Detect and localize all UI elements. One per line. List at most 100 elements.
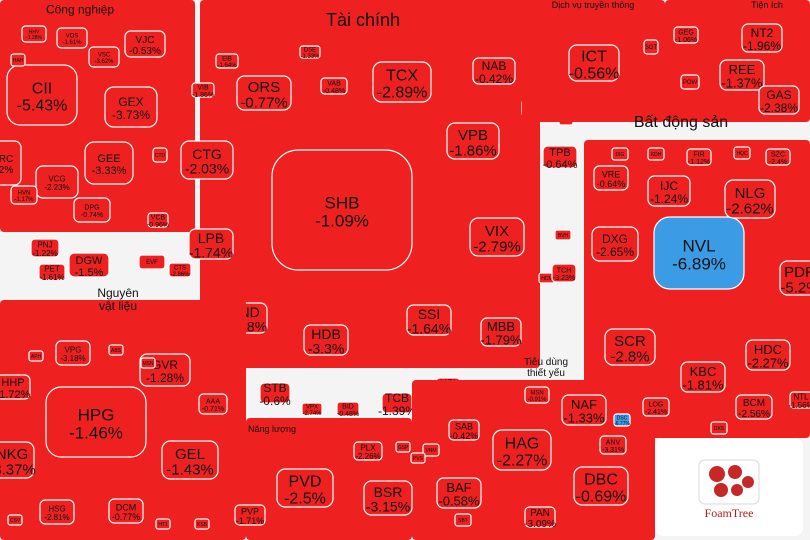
tile-nab[interactable]: NAB-0.42% — [472, 57, 516, 86]
tile-nvl[interactable]: NVL-6.89% — [653, 216, 745, 290]
tile-ors[interactable]: ORS-0.77% — [236, 75, 292, 112]
tile-pnj[interactable]: PNJ-1.22% — [30, 238, 60, 258]
tile-vcg[interactable]: VCG-2.23% — [35, 165, 79, 199]
tile-tpb[interactable]: TPB-0.64% — [542, 145, 578, 171]
tile-vib[interactable]: VIB-1.86% — [191, 82, 215, 99]
tile-vre[interactable]: VRE-0.64% — [593, 165, 629, 191]
tile-nt2[interactable]: NT2-1.96% — [741, 23, 783, 53]
tile-dse[interactable]: DSE-1.33% — [299, 45, 321, 60]
tile-sbt[interactable]: SBT — [454, 513, 472, 527]
tile-dcm[interactable]: DCM-0.77% — [108, 498, 144, 524]
tile-pvp[interactable]: PVP-1.71% — [234, 504, 266, 526]
tile-ht1[interactable]: HT1 — [155, 518, 171, 530]
tile-ijc[interactable]: IJC-1.24% — [647, 175, 691, 207]
tile-hah[interactable]: HAH — [10, 53, 26, 67]
tile-baf[interactable]: BAF-0.58% — [436, 477, 482, 509]
tile-dgw[interactable]: DGW-1.5% — [68, 252, 110, 279]
tile-anv[interactable]: ANV-3.31% — [599, 435, 627, 455]
tile-ntl[interactable]: NTL-1.56% — [788, 391, 810, 410]
tile-hhv[interactable]: HHV-1.28% — [21, 25, 47, 43]
tile-bvh[interactable]: BVH — [554, 229, 572, 241]
tile-ssi[interactable]: SSI-1.64% — [406, 304, 452, 337]
tile-hqc[interactable]: HQC — [733, 146, 751, 160]
tile-shape — [303, 324, 349, 356]
tile-vsc[interactable]: VSC-3.62% — [88, 46, 120, 68]
tile-aaa[interactable]: AAA-0.71% — [198, 393, 228, 415]
tile-dxg[interactable]: DXG-2.65% — [591, 226, 639, 262]
tile-dig[interactable]: DIG — [611, 147, 629, 161]
tile-vpx[interactable]: VPX-2.74% — [301, 402, 323, 417]
tile-ctg[interactable]: CTG-2.03% — [180, 140, 234, 180]
tile-ict[interactable]: ICT-0.56% — [568, 44, 620, 83]
tile-gel[interactable]: GEL-1.43% — [161, 440, 219, 480]
tile-abs[interactable]: ABS — [108, 344, 124, 356]
tile-vpb[interactable]: VPB-1.86% — [446, 122, 500, 160]
tile-gee[interactable]: GEE-3.33% — [84, 141, 134, 185]
tile-pan[interactable]: PAN-3.09% — [524, 506, 556, 530]
tile-vcb[interactable]: VCB-0.96% — [147, 212, 169, 229]
tile-vpg[interactable]: VPG-3.18% — [55, 340, 91, 366]
tile-dsc[interactable]: DSC-6.77% — [613, 413, 631, 427]
tile-vab[interactable]: VAB-0.48% — [320, 77, 348, 95]
tile-lpb[interactable]: LPB-1.74% — [188, 228, 234, 261]
tile-csv[interactable]: CSV — [7, 514, 23, 526]
tile-vjc[interactable]: VJC-0.53% — [124, 30, 166, 58]
tile-eib[interactable]: EIB-1.64% — [215, 53, 239, 69]
tile-tch[interactable]: TCH-3.23% — [551, 263, 577, 283]
tile-plx[interactable]: PLX-2.26% — [353, 441, 383, 461]
tile-bsr[interactable]: BSR-3.15% — [363, 480, 413, 516]
tile-hsg[interactable]: HSG-2.81% — [39, 499, 75, 525]
tile-scr[interactable]: SCR-2.8% — [604, 328, 656, 366]
tile-pdr[interactable]: PDR-5.2% — [779, 260, 810, 297]
tile-hdc[interactable]: HDC-2.27% — [745, 339, 791, 371]
tile-hdb[interactable]: HDB-3.3% — [303, 324, 349, 357]
tile-shape — [363, 480, 413, 516]
tile-pow[interactable]: POW — [680, 74, 700, 90]
tile-log[interactable]: LOG-2.41% — [642, 397, 670, 417]
tile-ksb[interactable]: KSB — [194, 518, 210, 530]
tile-ree[interactable]: REE-1.37% — [719, 59, 765, 91]
tile-vos[interactable]: VOS-1.61% — [56, 27, 88, 49]
tile-hag[interactable]: HAG-2.27% — [492, 429, 552, 471]
tile-gsp[interactable]: GSP — [395, 441, 411, 453]
tile-dxs[interactable]: DXS — [710, 421, 728, 435]
tile-nkg[interactable]: NKG-3.37% — [0, 441, 36, 479]
tile-kdh[interactable]: KDH — [647, 147, 665, 161]
tile-msn[interactable]: MSN — [140, 357, 156, 369]
tile-hpg[interactable]: HPG-1.46% — [45, 386, 147, 458]
tile-cii[interactable]: CII-5.43% — [6, 64, 78, 126]
tile-pvs[interactable]: PVS — [410, 452, 426, 464]
tile-dpg[interactable]: DPG-0.74% — [73, 197, 111, 223]
tile-vnm[interactable]: VNM — [422, 443, 440, 457]
tile-pvd[interactable]: PVD-2.5% — [276, 468, 334, 508]
tile-dbc[interactable]: DBC-0.69% — [573, 466, 629, 506]
tile-gas[interactable]: GAS-2.38% — [758, 85, 800, 115]
tile-kbc[interactable]: KBC-1.81% — [680, 361, 726, 393]
tile-mbb[interactable]: MBB-1.79% — [480, 317, 522, 348]
tile-nlg[interactable]: NLG-2.62% — [724, 179, 776, 219]
tile-ctd[interactable]: CTD — [152, 147, 168, 163]
tile-aph[interactable]: APH — [28, 350, 44, 362]
tile-change: -2.4% — [769, 159, 787, 166]
tile-shb[interactable]: SHB-1.09% — [271, 149, 413, 271]
tile-msn[interactable]: MSN-0.91% — [524, 386, 550, 404]
tile-tcb[interactable]: TCB-1.39% — [378, 391, 416, 418]
tile-pet[interactable]: PET-1.61% — [38, 263, 66, 282]
tile-sab[interactable]: SAB-0.42% — [448, 419, 480, 441]
tile-evf[interactable]: EVF — [138, 254, 166, 270]
tile-sgt[interactable]: SGT — [643, 39, 659, 55]
tile-rc[interactable]: RC2% — [0, 140, 22, 186]
tile-fir[interactable]: FIR-1.12% — [686, 148, 712, 166]
tile-naf[interactable]: NAF-1.33% — [561, 394, 607, 426]
tile-hvn[interactable]: HVN-1.17% — [10, 185, 38, 205]
tile-stb[interactable]: STB-0.6% — [259, 381, 291, 408]
tile-gex[interactable]: GEX-3.73% — [104, 86, 158, 128]
tile-bcm[interactable]: BCM-2.56% — [735, 394, 773, 420]
tile-bid[interactable]: BID-0.48% — [336, 401, 360, 418]
tile-hhp[interactable]: HHP-1.72% — [0, 374, 31, 401]
tile-tcx[interactable]: TCX-2.89% — [372, 61, 432, 103]
tile-szc[interactable]: SZC-2.4% — [765, 148, 791, 166]
tile-vix[interactable]: VIX-2.79% — [469, 217, 525, 257]
tile-cts[interactable]: CTS-2.86% — [168, 262, 192, 278]
tile-geg[interactable]: GEG-1.06% — [673, 26, 699, 44]
